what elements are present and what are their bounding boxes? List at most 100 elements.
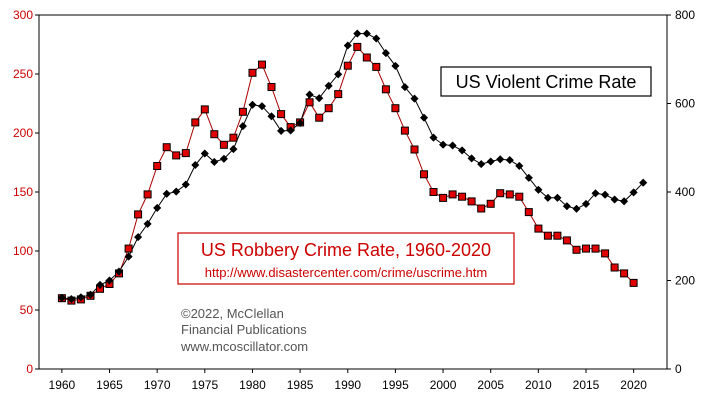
y-right-tick-label: 200 xyxy=(675,274,695,288)
robbery-point xyxy=(591,244,600,253)
violent-point xyxy=(562,202,572,211)
x-tick-label: 1980 xyxy=(239,378,266,392)
credit-line-1: ©2022, McClellan xyxy=(181,306,284,321)
violent-point xyxy=(343,41,352,50)
violent-point xyxy=(419,113,429,122)
robbery-point xyxy=(210,130,219,139)
violent-point xyxy=(629,188,638,197)
violent-point xyxy=(524,173,533,182)
violent-point xyxy=(191,160,200,170)
x-tick-label: 2000 xyxy=(430,378,457,392)
violent-point xyxy=(248,100,257,109)
robbery-point xyxy=(172,151,181,160)
violent-point xyxy=(324,81,333,90)
robbery-point xyxy=(439,193,448,202)
robbery-point xyxy=(305,98,314,107)
y-left-tick-label: 0 xyxy=(26,362,33,376)
violent-point xyxy=(143,219,152,229)
violent-point xyxy=(86,290,95,299)
series-markers xyxy=(57,29,648,305)
robbery-point xyxy=(200,105,209,114)
axes: 0 50 100 150 200 250 300 0 200 400 600 800 1960 1965 1… xyxy=(13,8,695,392)
robbery-point xyxy=(601,249,610,258)
robbery-point xyxy=(543,231,552,240)
x-tick-label: 1965 xyxy=(96,378,123,392)
x-tick-label: 2020 xyxy=(620,378,647,392)
violent-point xyxy=(124,252,133,261)
robbery-point xyxy=(486,199,495,208)
robbery-point xyxy=(534,224,543,233)
violent-point xyxy=(67,294,76,304)
violent-point xyxy=(334,70,343,79)
robbery-point xyxy=(562,236,571,245)
violent-point xyxy=(286,126,295,135)
violent-point xyxy=(448,141,457,150)
robbery-point xyxy=(134,210,143,219)
violent-point xyxy=(295,118,305,128)
robbery-point xyxy=(629,278,638,287)
violent-point xyxy=(591,189,600,198)
robbery-point xyxy=(229,133,238,142)
violent-point xyxy=(172,187,181,196)
y-left-tick-label: 150 xyxy=(13,185,33,199)
robbery-point xyxy=(572,245,581,254)
credit-line-2: Financial Publications xyxy=(181,322,307,337)
robbery-point xyxy=(372,62,381,71)
robbery-point xyxy=(610,263,619,272)
violent-point xyxy=(515,161,524,171)
violent-point xyxy=(305,90,314,99)
y-left-tick-label: 100 xyxy=(13,244,33,258)
robbery-point xyxy=(420,170,428,179)
violent-point xyxy=(600,190,610,199)
violent-point xyxy=(496,155,505,164)
y-left-tick-label: 200 xyxy=(13,126,33,140)
chart-title: US Robbery Crime Rate, 1960-2020 xyxy=(201,240,491,260)
violent-point xyxy=(133,232,143,242)
violent-point xyxy=(410,94,419,103)
robbery-point xyxy=(324,104,333,113)
robbery-point xyxy=(448,190,457,199)
violent-point xyxy=(429,133,438,142)
violent-point xyxy=(76,293,86,302)
x-tick-label: 1970 xyxy=(144,378,171,392)
robbery-point xyxy=(238,107,247,116)
x-tick-label: 2015 xyxy=(573,378,600,392)
y-right-tick-label: 600 xyxy=(675,97,695,111)
y-right-tick-label: 800 xyxy=(675,8,695,22)
violent-point xyxy=(438,140,448,149)
x-tick-label: 1995 xyxy=(382,378,409,392)
robbery-title-box xyxy=(177,232,515,285)
x-tick-label: 1990 xyxy=(334,378,361,392)
y-right-tick-label: 0 xyxy=(675,362,682,376)
robbery-point xyxy=(505,190,514,199)
x-tick-label: 1975 xyxy=(191,378,218,392)
y-left-tick-label: 250 xyxy=(13,67,33,81)
violent-point xyxy=(581,199,591,209)
violent-point xyxy=(267,112,276,121)
violent-point xyxy=(276,126,286,136)
violent-point xyxy=(543,193,553,202)
robbery-point xyxy=(248,68,257,77)
violent-point xyxy=(486,157,495,166)
robbery-point xyxy=(362,53,371,62)
violent-point xyxy=(457,146,467,155)
x-tick-label: 2010 xyxy=(525,378,552,392)
robbery-point xyxy=(553,231,562,240)
robbery-point xyxy=(277,110,286,119)
x-tick-label: 1985 xyxy=(287,378,314,392)
violent-point xyxy=(257,102,267,111)
robbery-point xyxy=(124,244,133,253)
violent-point xyxy=(372,34,381,43)
violent-point xyxy=(238,121,248,131)
robbery-point xyxy=(410,145,419,154)
violent-point xyxy=(153,203,162,213)
violent-point xyxy=(315,94,324,103)
robbery-point xyxy=(458,192,467,201)
violent-point xyxy=(639,178,648,187)
robbery-point xyxy=(524,208,533,217)
robbery-point xyxy=(162,143,171,152)
violent-point xyxy=(400,82,410,92)
robbery-point xyxy=(219,140,228,149)
violent-point xyxy=(162,189,171,198)
